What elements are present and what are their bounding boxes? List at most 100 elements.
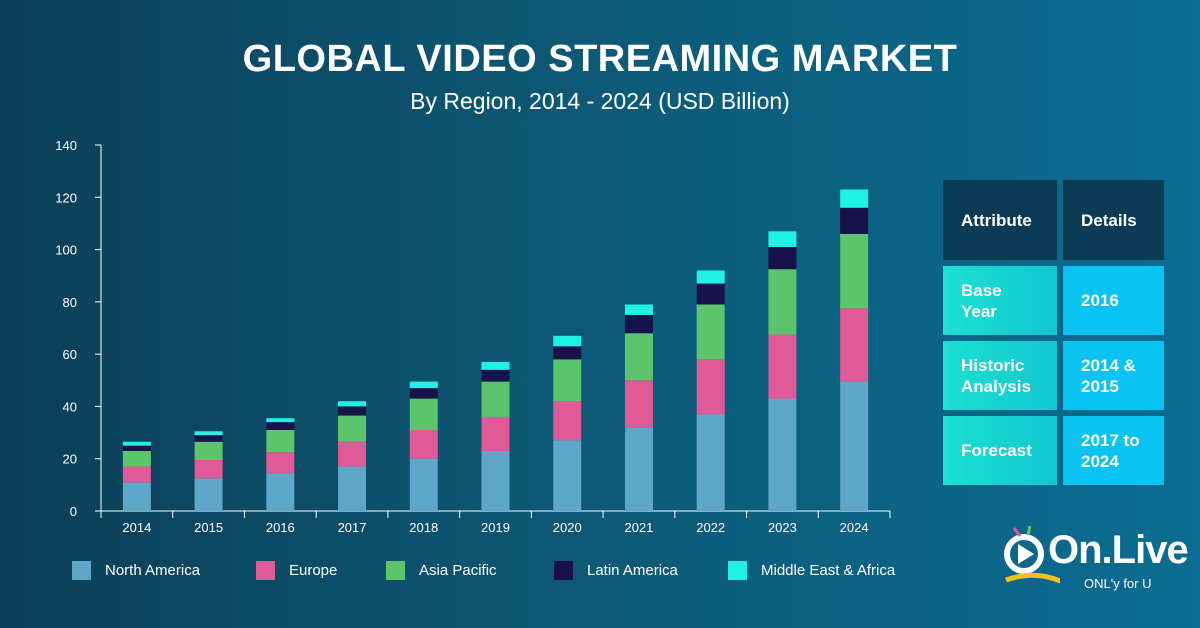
x-tick-label: 2014	[122, 520, 151, 535]
bar-asia-pacific-2014	[122, 450, 151, 467]
bar-north-america-2018	[409, 458, 438, 511]
y-tick-label: 120	[55, 190, 77, 205]
bar-middle-east-africa-2018	[409, 381, 438, 389]
x-tick-label: 2022	[696, 520, 725, 535]
legend-item: Middle East & Africa	[728, 558, 895, 582]
bar-middle-east-africa-2014	[122, 441, 151, 446]
bar-asia-pacific-2022	[696, 304, 725, 360]
bar-europe-2017	[338, 441, 367, 467]
bar-north-america-2020	[553, 440, 582, 511]
legend-swatch	[72, 560, 91, 580]
bar-europe-2015	[194, 460, 223, 479]
bar-middle-east-africa-2015	[194, 431, 223, 436]
chart-title: GLOBAL VIDEO STREAMING MARKET	[242, 38, 958, 80]
legend-label: Middle East & Africa	[761, 561, 896, 579]
bar-europe-2014	[122, 466, 151, 483]
y-tick-label: 140	[55, 138, 77, 153]
bar-north-america-2019	[481, 450, 510, 511]
bar-north-america-2023	[768, 398, 797, 511]
table-row-forecast-attribute: Forecast	[943, 416, 1057, 485]
logo-wordmark: On.Live	[1048, 528, 1189, 572]
table-row-base-year-details: 2016	[1063, 266, 1164, 335]
bar-north-america-2024	[840, 381, 869, 511]
y-tick-label: 20	[63, 452, 77, 467]
legend-swatch	[256, 560, 275, 580]
x-tick-label: 2023	[768, 520, 797, 535]
bar-middle-east-africa-2016	[266, 418, 295, 423]
chart-legend: North America Europe Asia Pacific Latin Ame…	[72, 558, 912, 584]
x-tick-label: 2017	[338, 520, 367, 535]
x-tick-label: 2016	[266, 520, 295, 535]
bar-north-america-2022	[696, 414, 725, 511]
legend-label: Latin America	[587, 561, 678, 579]
bar-europe-2018	[409, 429, 438, 459]
logo-tagline: ONL'y for U	[1084, 576, 1152, 591]
bar-latin-america-2014	[122, 445, 151, 451]
bar-north-america-2015	[194, 478, 223, 511]
legend-swatch	[554, 560, 573, 580]
bar-asia-pacific-2019	[481, 381, 510, 417]
onlive-logo: On.Live ONL'y for U	[1000, 520, 1189, 600]
play-logo-icon	[1004, 525, 1060, 584]
x-tick-label: 2015	[194, 520, 223, 535]
bar-asia-pacific-2020	[553, 359, 582, 402]
bar-asia-pacific-2024	[840, 233, 869, 309]
bar-europe-2019	[481, 416, 510, 451]
legend-item: Europe	[256, 558, 337, 582]
bar-asia-pacific-2016	[266, 429, 295, 453]
table-row-forecast-details: 2017 to 2024	[1063, 416, 1164, 485]
bar-middle-east-africa-2019	[481, 361, 510, 370]
bar-asia-pacific-2017	[338, 415, 367, 442]
bar-latin-america-2019	[481, 369, 510, 382]
bar-europe-2022	[696, 359, 725, 415]
bar-north-america-2017	[338, 466, 367, 511]
bar-middle-east-africa-2024	[840, 189, 869, 208]
bar-europe-2021	[624, 380, 653, 428]
bar-middle-east-africa-2020	[553, 335, 582, 347]
legend-label: Europe	[289, 561, 338, 579]
x-tick-label: 2024	[840, 520, 869, 535]
bar-latin-america-2022	[696, 283, 725, 305]
legend-item: Latin America	[554, 558, 678, 582]
y-tick-label: 100	[55, 243, 77, 258]
y-tick-label: 60	[63, 347, 77, 362]
bar-north-america-2016	[266, 473, 295, 511]
stacked-bar-chart: 0 20 40 60 80 100 120 140 2014 2015 2016 2017 2018 20…	[55, 138, 869, 535]
table-header-details: Details	[1063, 180, 1164, 260]
x-tick-label: 2021	[624, 520, 653, 535]
table-row-historic-details: 2014 & 2015	[1063, 341, 1164, 410]
y-tick-label: 40	[63, 399, 77, 414]
bar-latin-america-2023	[768, 246, 797, 270]
bar-asia-pacific-2015	[194, 441, 223, 461]
table-header-attribute: Attribute	[943, 180, 1057, 260]
bar-asia-pacific-2018	[409, 398, 438, 430]
table-row-historic-attribute: Historic Analysis	[943, 341, 1057, 410]
x-tick-label: 2019	[481, 520, 510, 535]
legend-item: North America	[72, 558, 200, 582]
y-tick-label: 80	[63, 295, 77, 310]
bar-middle-east-africa-2021	[624, 304, 653, 315]
bar-north-america-2014	[122, 482, 151, 511]
legend-swatch	[386, 560, 405, 580]
bar-latin-america-2024	[840, 207, 869, 234]
legend-label: North America	[105, 561, 201, 579]
bar-europe-2020	[553, 401, 582, 441]
bar-europe-2023	[768, 334, 797, 399]
bar-middle-east-africa-2022	[696, 270, 725, 284]
x-tick-label: 2020	[553, 520, 582, 535]
bar-middle-east-africa-2017	[338, 401, 367, 407]
bar-asia-pacific-2023	[768, 269, 797, 335]
bar-europe-2016	[266, 452, 295, 474]
bar-north-america-2021	[624, 427, 653, 511]
table-row-base-year-attribute: Base Year	[943, 266, 1057, 335]
y-tick-label: 0	[70, 504, 77, 519]
legend-label: Asia Pacific	[419, 561, 497, 579]
bar-asia-pacific-2021	[624, 333, 653, 381]
bar-latin-america-2020	[553, 346, 582, 360]
bar-middle-east-africa-2023	[768, 231, 797, 247]
bar-europe-2024	[840, 308, 869, 382]
legend-swatch	[728, 560, 747, 580]
legend-item: Asia Pacific	[386, 558, 497, 582]
x-tick-label: 2018	[409, 520, 438, 535]
bar-latin-america-2021	[624, 314, 653, 334]
